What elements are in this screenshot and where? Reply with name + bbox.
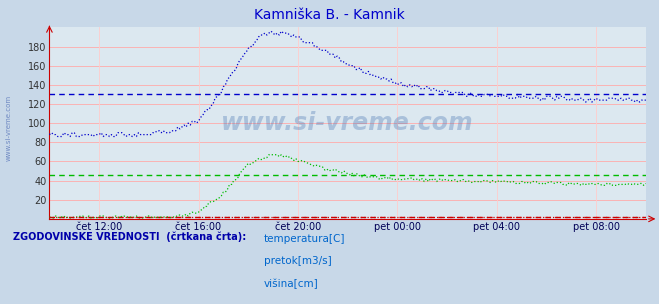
Text: www.si-vreme.com: www.si-vreme.com: [221, 111, 474, 135]
Text: višina[cm]: višina[cm]: [264, 279, 318, 289]
Text: www.si-vreme.com: www.si-vreme.com: [5, 95, 11, 161]
Text: temperatura[C]: temperatura[C]: [264, 234, 345, 244]
Text: Kamniška B. - Kamnik: Kamniška B. - Kamnik: [254, 8, 405, 22]
Text: pretok[m3/s]: pretok[m3/s]: [264, 257, 331, 266]
Text: ZGODOVINSKE VREDNOSTI  (črtkana črta):: ZGODOVINSKE VREDNOSTI (črtkana črta):: [13, 231, 246, 242]
